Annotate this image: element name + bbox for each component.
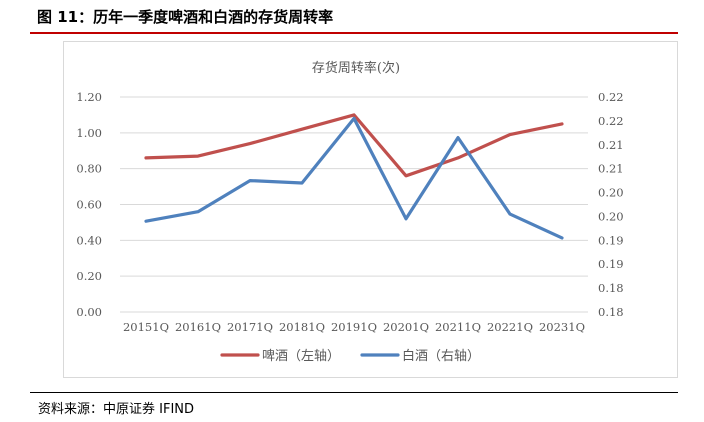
chart-frame	[63, 41, 678, 378]
left-tick-label: 0.20	[76, 269, 102, 283]
legend-label: 啤酒（左轴）	[262, 349, 340, 364]
series-line-right	[144, 116, 564, 240]
figure-title: 图 11：历年一季度啤酒和白酒的存货周转率	[37, 8, 334, 26]
x-tick-label: 20231Q	[539, 320, 585, 334]
right-tick-label: 0.22	[598, 90, 624, 104]
source-note: 资料来源：中原证券 IFIND	[38, 402, 195, 417]
right-tick-label: 0.18	[598, 281, 624, 295]
right-tick-label: 0.18	[598, 305, 624, 319]
left-tick-label: 0.40	[76, 233, 102, 247]
x-tick-label: 20221Q	[487, 320, 533, 334]
right-tick-label: 0.22	[598, 114, 624, 128]
right-tick-label: 0.20	[598, 186, 624, 200]
right-tick-label: 0.20	[598, 209, 624, 223]
right-tick-label: 0.21	[598, 162, 624, 176]
x-axis: 20151Q 20161Q 20171Q 20181Q 20191Q 20201Q 2021…	[123, 320, 585, 334]
grid	[120, 96, 588, 313]
source-rule	[30, 392, 678, 393]
left-tick-label: 0.00	[76, 305, 102, 319]
x-tick-label: 20191Q	[331, 320, 377, 334]
right-tick-label: 0.21	[598, 138, 624, 152]
x-tick-label: 20161Q	[175, 320, 221, 334]
x-tick-label: 20201Q	[383, 320, 429, 334]
series-line-left	[144, 113, 564, 178]
left-tick-label: 0.80	[76, 162, 102, 176]
right-axis: 0.18 0.18 0.19 0.19 0.20 0.20 0.21 0.21 0.22 0.22	[598, 90, 624, 319]
chart-title: 存货周转率(次)	[312, 60, 400, 76]
right-tick-label: 0.19	[598, 233, 624, 247]
x-tick-label: 20211Q	[435, 320, 481, 334]
left-tick-label: 0.60	[76, 198, 102, 212]
left-axis: 0.00 0.20 0.40 0.60 0.80 1.00 1.20	[76, 90, 102, 319]
right-tick-label: 0.19	[598, 257, 624, 271]
left-tick-label: 1.00	[76, 126, 102, 140]
title-rule	[30, 32, 678, 34]
left-tick-label: 1.20	[76, 90, 102, 104]
legend-label: 白酒（右轴）	[402, 348, 480, 364]
series-lines	[144, 113, 564, 240]
x-tick-label: 20171Q	[227, 320, 273, 334]
x-tick-label: 20181Q	[279, 320, 325, 334]
x-tick-label: 20151Q	[123, 320, 169, 334]
legend: 啤酒（左轴） 白酒（右轴）	[220, 348, 480, 364]
